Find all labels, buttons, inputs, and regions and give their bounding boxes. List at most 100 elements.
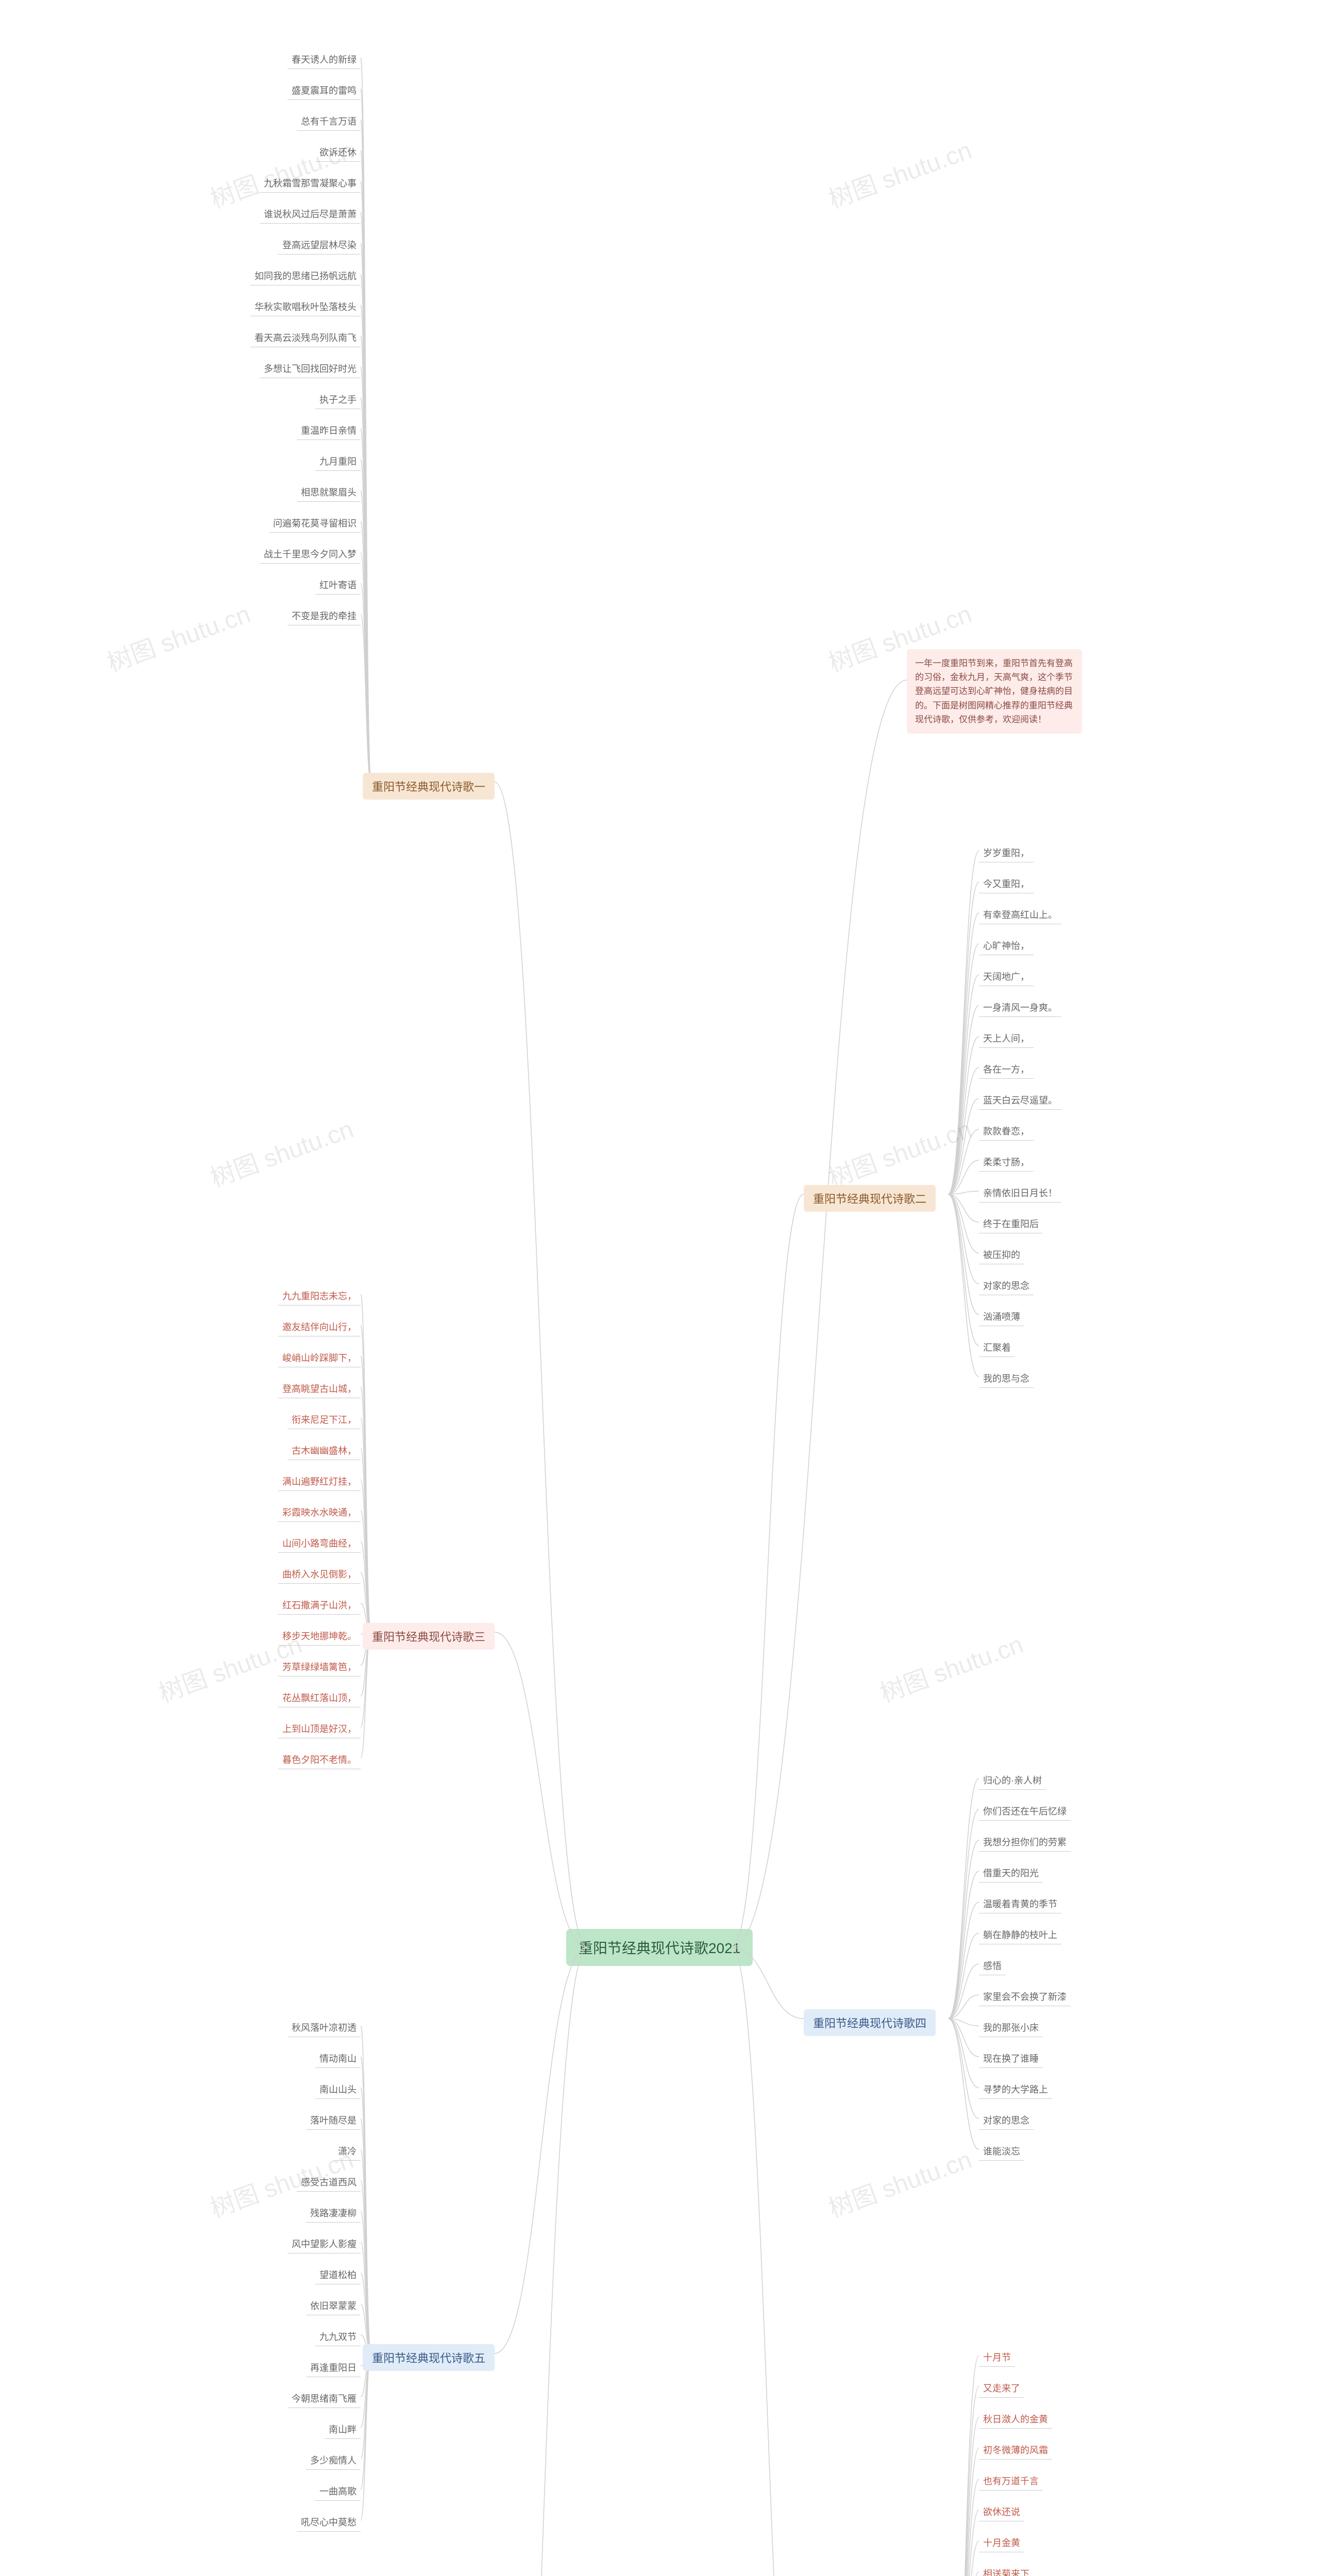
leaf-node: 九九双节 <box>315 2329 361 2346</box>
leaf-node: 心旷神怡， <box>979 938 1034 955</box>
watermark: 树图 shutu.cn <box>874 1624 1027 1709</box>
leaf-node: 情动南山 <box>315 2050 361 2068</box>
leaf-node: 南山畔 <box>325 2421 361 2439</box>
leaf-node: 款款眷恋， <box>979 1123 1034 1141</box>
leaf-node: 移步天地挪坤乾。 <box>278 1628 361 1646</box>
leaf-node: 重温昨日亲情 <box>297 422 361 440</box>
leaf-node: 汹涌喷薄 <box>979 1309 1024 1326</box>
watermark: 树图 shutu.cn <box>205 1109 358 1194</box>
leaf-node: 南山山头 <box>315 2081 361 2099</box>
leaf-node: 天阔地广， <box>979 969 1034 986</box>
leaf-node: 潇冷 <box>334 2143 361 2161</box>
leaf-node: 彩霞映水水映通， <box>278 1504 361 1522</box>
leaf-node: 相送菊来下 <box>979 2566 1034 2576</box>
leaf-node: 亲情依旧日月长！ <box>979 1185 1061 1202</box>
leaf-node: 红石撒满子山洪， <box>278 1597 361 1615</box>
center-node: 重阳节经典现代诗歌2021 <box>566 1929 753 1966</box>
leaf-node: 总有千言万语 <box>297 113 361 131</box>
leaf-node: 柔柔寸肠， <box>979 1154 1034 1172</box>
leaf-node: 看天高云淡残鸟列队南飞 <box>250 330 361 347</box>
leaf-node: 归心的·亲人树 <box>979 1772 1046 1790</box>
leaf-node: 初冬微薄的风霜 <box>979 2442 1052 2460</box>
leaf-node: 谁说秋风过后尽是萧萧 <box>260 206 361 224</box>
leaf-node: 红叶寄语 <box>315 577 361 595</box>
leaf-node: 感受古道西风 <box>297 2174 361 2192</box>
leaf-node: 今又重阳， <box>979 876 1034 893</box>
leaf-node: 你们否还在午后忆绿 <box>979 1803 1071 1821</box>
leaf-node: 天上人间， <box>979 1030 1034 1048</box>
leaf-node: 暮色夕阳不老情。 <box>278 1752 361 1769</box>
leaf-node: 盛夏震耳的雷鸣 <box>288 82 361 100</box>
branch-node-b4: 重阳节经典现代诗歌四 <box>804 2009 936 2036</box>
leaf-node: 多少痴情人 <box>306 2452 361 2470</box>
leaf-node: 家里会不会换了新漆 <box>979 1989 1071 2006</box>
leaf-node: 望道松柏 <box>315 2267 361 2284</box>
leaf-node: 汇聚着 <box>979 1340 1015 1357</box>
branch-node-b2: 重阳节经典现代诗歌二 <box>804 1185 936 1212</box>
leaf-node: 花丛飘红落山顶， <box>278 1690 361 1707</box>
leaf-node: 对家的思念 <box>979 2112 1034 2130</box>
leaf-node: 执子之手 <box>315 392 361 409</box>
leaf-node: 秋日潋人的金黄 <box>979 2411 1052 2429</box>
leaf-node: 风中望影人影瘦 <box>288 2236 361 2253</box>
leaf-node: 九月重阳 <box>315 453 361 471</box>
leaf-node: 现在换了谁睡 <box>979 2050 1043 2068</box>
leaf-node: 残路凄凄柳 <box>306 2205 361 2223</box>
leaf-node: 我的那张小床 <box>979 2020 1043 2037</box>
leaf-node: 欲诉还休 <box>315 144 361 162</box>
leaf-node: 对家的思念 <box>979 1278 1034 1295</box>
branch-node-b3: 重阳节经典现代诗歌三 <box>363 1623 495 1650</box>
leaf-node: 有幸登高红山上。 <box>979 907 1061 924</box>
leaf-node: 芳草绿绿墙篱笆， <box>278 1659 361 1676</box>
leaf-node: 一身清风一身爽。 <box>979 999 1061 1017</box>
leaf-node: 我的思与念 <box>979 1370 1034 1388</box>
leaf-node: 多想让飞回找回好时光 <box>260 361 361 378</box>
leaf-node: 九秋霜雪那雪凝聚心事 <box>260 175 361 193</box>
leaf-node: 一曲高歌 <box>315 2483 361 2501</box>
leaf-node: 登高远望层林尽染 <box>278 237 361 255</box>
connectors-svg <box>0 0 1319 2576</box>
leaf-node: 岁岁重阳， <box>979 845 1034 862</box>
leaf-node: 登高眺望古山城， <box>278 1381 361 1398</box>
leaf-node: 战土千里思今夕同入梦 <box>260 546 361 564</box>
watermark: 树图 shutu.cn <box>102 594 255 679</box>
watermark: 树图 shutu.cn <box>823 130 976 215</box>
leaf-node: 古木幽幽盛林， <box>288 1443 361 1460</box>
leaf-node: 问遍菊花莫寻留相识 <box>269 515 361 533</box>
leaf-node: 温暖着青黄的季节 <box>979 1896 1061 1913</box>
leaf-node: 我想分担你们的劳累 <box>979 1834 1071 1852</box>
leaf-node: 欲休还说 <box>979 2504 1024 2521</box>
leaf-node: 依旧翠蒙蒙 <box>306 2298 361 2315</box>
leaf-node: 十月金黄 <box>979 2535 1024 2552</box>
leaf-node: 躺在静静的枝叶上 <box>979 1927 1061 1944</box>
leaf-node: 落叶随尽是 <box>306 2112 361 2130</box>
watermark: 树图 shutu.cn <box>823 2139 976 2224</box>
leaf-node: 今朝思绪南飞雁 <box>288 2391 361 2408</box>
leaf-node: 十月节 <box>979 2349 1015 2367</box>
leaf-node: 邀友结伴向山行， <box>278 1319 361 1336</box>
leaf-node: 被压抑的 <box>979 1247 1024 1264</box>
leaf-node: 春天诱人的新绿 <box>288 52 361 69</box>
leaf-node: 峻峭山岭踩脚下， <box>278 1350 361 1367</box>
leaf-node: 上到山顶是好汉， <box>278 1721 361 1738</box>
leaf-node: 寻梦的大学路上 <box>979 2081 1052 2099</box>
leaf-node: 也有万道千言 <box>979 2473 1043 2490</box>
leaf-node: 蓝天白云尽遥望。 <box>979 1092 1061 1110</box>
leaf-node: 秋风落叶凉初透 <box>288 2020 361 2037</box>
leaf-node: 相思就聚眉头 <box>297 484 361 502</box>
leaf-node: 各在一方， <box>979 1061 1034 1079</box>
leaf-node: 满山遍野红灯挂， <box>278 1473 361 1491</box>
leaf-node: 再逢重阳日 <box>306 2360 361 2377</box>
leaf-node: 借重天的阳光 <box>979 1865 1043 1883</box>
leaf-node: 衔来尼足下江， <box>288 1412 361 1429</box>
leaf-node: 吼尽心中莫愁 <box>297 2514 361 2532</box>
leaf-node: 又走来了 <box>979 2380 1024 2398</box>
watermark: 树图 shutu.cn <box>205 130 358 215</box>
leaf-node: 不变是我的牵挂 <box>288 608 361 625</box>
leaf-node: 曲桥入水见倒影， <box>278 1566 361 1584</box>
intro-box: 一年一度重阳节到来，重阳节首先有登高的习俗，金秋九月，天高气爽，这个季节登高远望… <box>907 649 1082 734</box>
branch-node-b5: 重阳节经典现代诗歌五 <box>363 2344 495 2371</box>
leaf-node: 感悟 <box>979 1958 1006 1975</box>
leaf-node: 如同我的思绪已扬帆远航 <box>250 268 361 285</box>
branch-node-b1: 重阳节经典现代诗歌一 <box>363 773 495 800</box>
